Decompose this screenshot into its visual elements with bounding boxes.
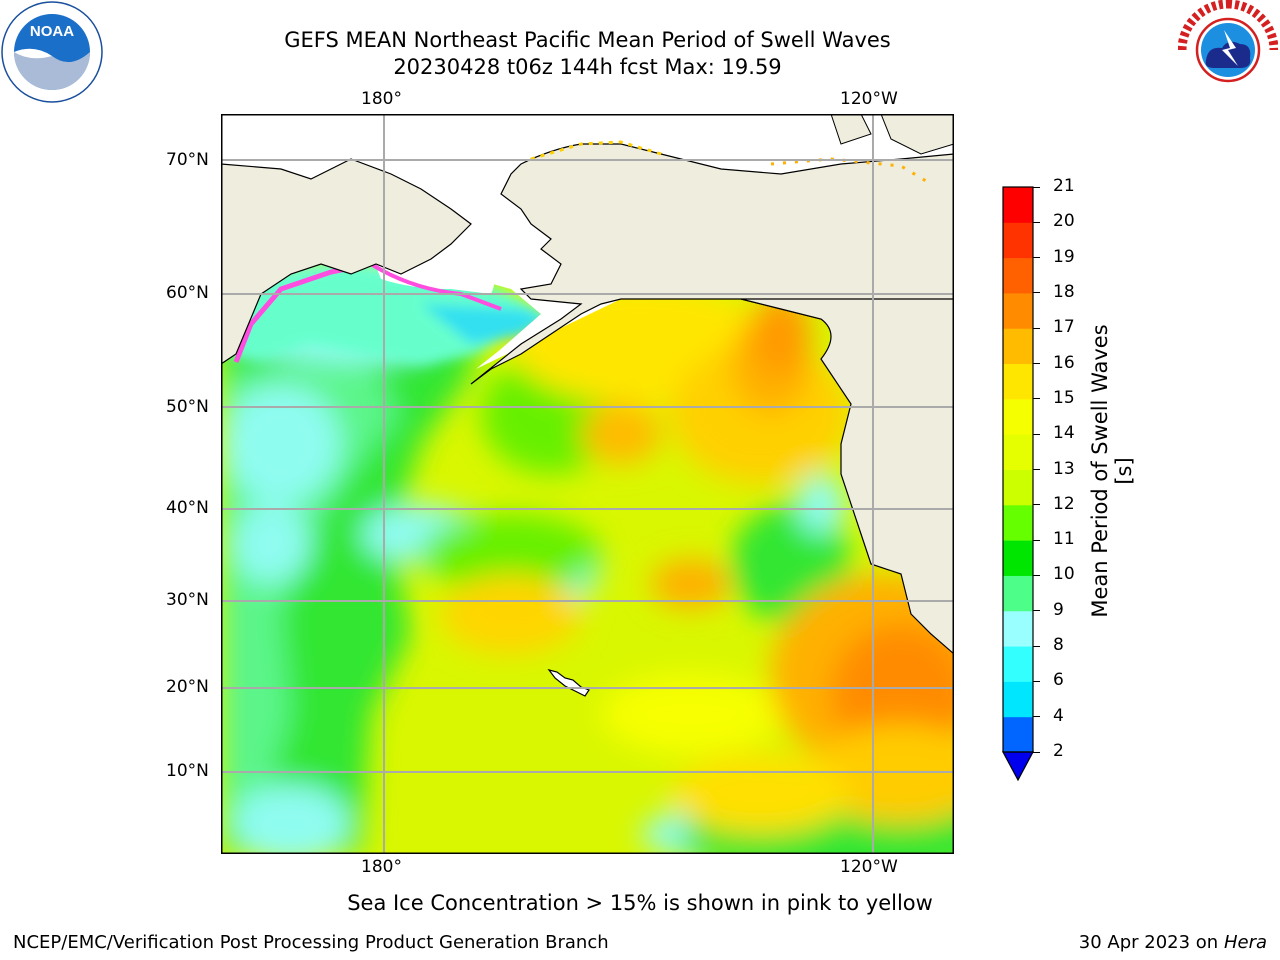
credit-text: NCEP/EMC/Verification Post Processing Pr…: [13, 932, 609, 953]
map-subtitle: 20230428 t06z 144h fcst Max: 19.59: [393, 55, 782, 79]
colorbar-tick-label: 4: [1053, 705, 1064, 726]
colorbar-tick-mark: [1033, 398, 1040, 400]
colorbar-tick-label: 9: [1053, 599, 1064, 620]
colorbar-tick-label: 20: [1053, 211, 1075, 232]
colorbar-tick-label: 19: [1053, 246, 1075, 267]
colorbar-band: [1003, 363, 1033, 400]
colorbar-tick-label: 13: [1053, 458, 1075, 479]
colorbar-band: [1003, 540, 1033, 576]
colorbar-tick-mark: [1033, 610, 1040, 612]
colorbar-tick-mark: [1033, 574, 1040, 576]
colorbar-band: [1003, 398, 1033, 435]
colorbar-label: Mean Period of Swell Waves [s]: [1088, 324, 1136, 618]
sea-ice-note: Sea Ice Concentration > 15% is shown in …: [347, 891, 933, 915]
colorbar-tick-label: 6: [1053, 670, 1064, 691]
colorbar-tick-mark: [1033, 186, 1040, 188]
lat-label-30n: 30°N: [166, 590, 209, 610]
colorbar-band: [1003, 257, 1033, 294]
colorbar-band: [1003, 716, 1033, 753]
noaa-logo-text: NOAA: [30, 23, 74, 40]
colorbar-tick-label: 10: [1053, 564, 1075, 585]
colorbar-tick-mark: [1033, 327, 1040, 329]
colorbar-tick-label: 2: [1053, 741, 1064, 761]
noaa-logo: NOAA: [0, 0, 104, 104]
colorbar-band: [1003, 610, 1033, 647]
colorbar-tick-label: 11: [1053, 529, 1075, 550]
colorbar-band: [1003, 504, 1033, 541]
colorbar-tick-label: 8: [1053, 635, 1064, 656]
lon-label-bottom-120w: 120°W: [840, 857, 898, 877]
colorbar-band: [1003, 469, 1033, 506]
map-title: GEFS MEAN Northeast Pacific Mean Period …: [284, 28, 891, 52]
colorbar-tick-label: 15: [1053, 387, 1075, 408]
date-stamp: 30 Apr 2023 on Hera: [1079, 932, 1267, 953]
colorbar-band: [1003, 681, 1033, 718]
date-text: 30 Apr 2023 on: [1078, 932, 1219, 953]
colorbar-tick-mark: [1033, 539, 1040, 541]
colorbar-band: [1003, 575, 1033, 612]
colorbar-tick-mark: [1033, 751, 1040, 753]
colorbar-band: [1003, 292, 1033, 329]
lon-label-top-120w: 120°W: [840, 89, 898, 109]
colorbar-tick-label: 18: [1053, 281, 1075, 302]
lon-label-top-180: 180°: [361, 89, 402, 109]
colorbar-tick-mark: [1033, 221, 1040, 223]
lat-label-40n: 40°N: [166, 498, 209, 518]
colorbar-tick-label: 16: [1053, 352, 1075, 373]
colorbar-tick-mark: [1033, 292, 1040, 294]
lat-label-10n: 10°N: [166, 761, 209, 781]
colorbar-tick-mark: [1033, 645, 1040, 647]
colorbar-tick-mark: [1033, 680, 1040, 682]
lat-label-50n: 50°N: [166, 397, 209, 417]
lat-label-20n: 20°N: [166, 677, 209, 697]
lat-label-70n: 70°N: [166, 150, 209, 170]
colorbar-tick-mark: [1033, 257, 1040, 259]
colorbar-tick-label: 21: [1053, 176, 1075, 196]
colorbar-band: [1003, 187, 1033, 223]
colorbar-band: [1003, 328, 1033, 365]
colorbar-band: [1003, 434, 1033, 470]
colorbar-tick-mark: [1033, 716, 1040, 718]
colorbar-band: [1003, 646, 1033, 682]
lon-label-bottom-180: 180°: [361, 857, 402, 877]
colorbar-tick-label: 14: [1053, 423, 1075, 444]
nws-logo: [1177, 0, 1279, 100]
colorbar-band: [1003, 222, 1033, 259]
wave-period-map: [221, 114, 954, 854]
colorbar-tick-mark: [1033, 504, 1040, 506]
lat-label-60n: 60°N: [166, 283, 209, 303]
colorbar-tick-label: 17: [1053, 317, 1075, 338]
colorbar-tick-mark: [1033, 433, 1040, 435]
machine-name: Hera: [1223, 932, 1267, 953]
colorbar-tick-mark: [1033, 363, 1040, 365]
colorbar-tick-label: 12: [1053, 493, 1075, 514]
colorbar-tick-mark: [1033, 469, 1040, 470]
colorbar: [1001, 186, 1035, 782]
